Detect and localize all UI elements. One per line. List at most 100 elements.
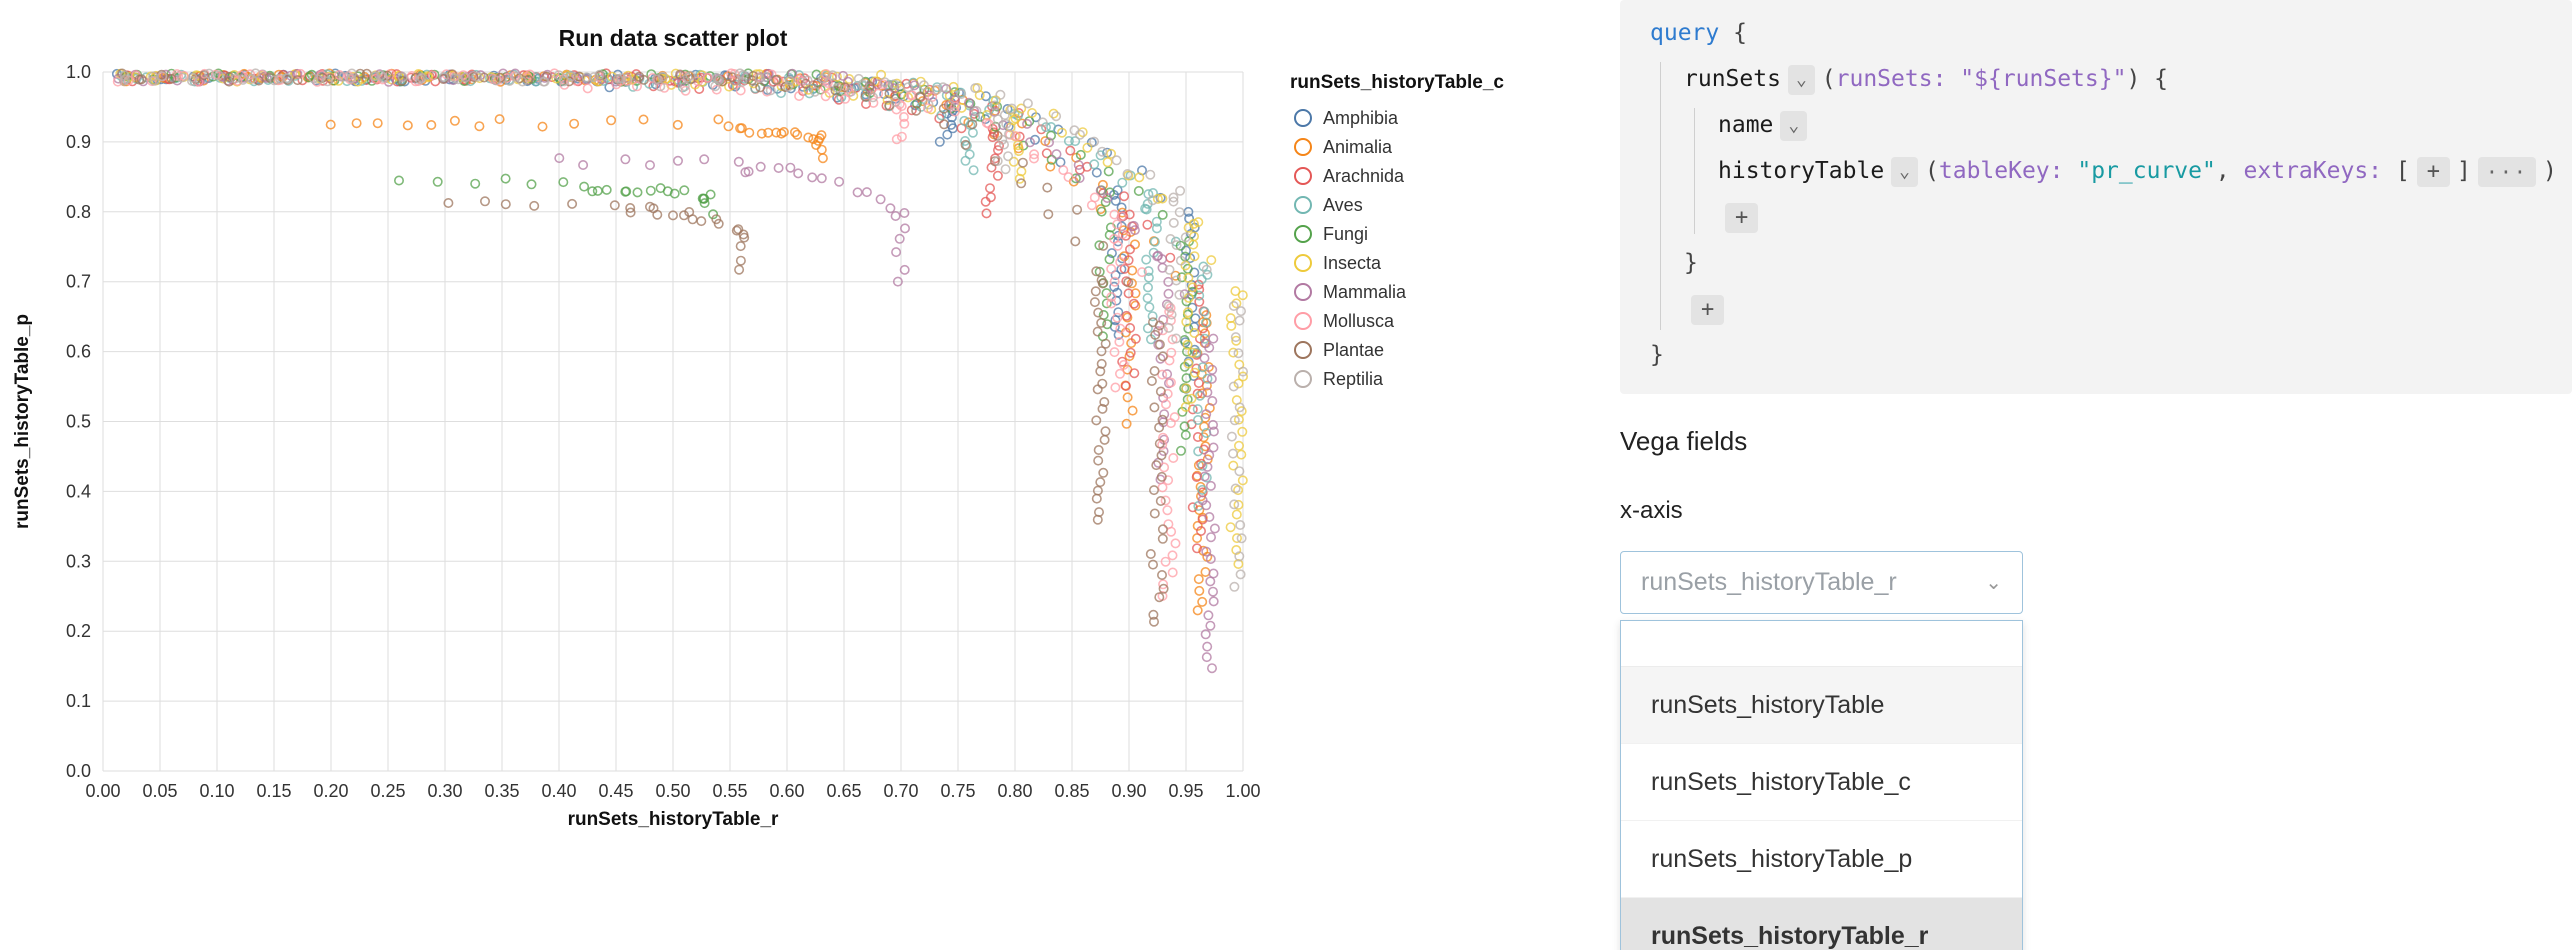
chevron-down-icon: ⌄ [1985,572,2002,594]
code-line: } [1650,240,2572,286]
svg-text:0.1: 0.1 [66,691,91,711]
code-token: ) { [2126,66,2168,92]
svg-text:Mollusca: Mollusca [1323,311,1395,331]
code-line: } [1650,332,2572,378]
dropdown-option[interactable]: runSets_historyTable_r [1621,898,2022,950]
svg-text:Reptilia: Reptilia [1323,369,1384,389]
dropdown-option[interactable]: runSets_historyTable_p [1621,821,2022,898]
code-line: historyTable ⌄ (tableKey: "pr_curve", extr… [1650,148,2572,194]
query-code: query {runSets ⌄ (runSets: "${runSets}") {… [1620,0,2572,378]
dropdown-options-list: runSets_historyTable runSets_historyTable… [1621,667,2022,950]
svg-text:0.20: 0.20 [313,781,348,801]
svg-text:0.0: 0.0 [66,761,91,781]
code-token: ) { [2542,158,2572,184]
code-token [2064,158,2078,184]
svg-text:Mammalia: Mammalia [1323,282,1407,302]
x-axis-dropdown: runSets_historyTable runSets_historyTable… [1620,620,2023,950]
field-dropdown-chip[interactable]: ⌄ [1891,156,1919,187]
code-line: + [1650,286,2572,332]
dropdown-search-input[interactable] [1621,621,2022,667]
code-token: runSets: [1835,66,1947,92]
add-button[interactable]: + [1725,202,1759,233]
svg-text:0.60: 0.60 [769,781,804,801]
indent-guide [1694,108,1695,234]
svg-text:Aves: Aves [1323,195,1363,215]
svg-text:0.2: 0.2 [66,621,91,641]
x-axis-select[interactable]: runSets_historyTable_r ⌄ [1620,551,2023,614]
svg-text:0.00: 0.00 [85,781,120,801]
more-options-button[interactable]: ··· [2477,156,2536,187]
code-token: , [2215,158,2244,184]
svg-text:0.10: 0.10 [199,781,234,801]
code-line: + [1650,194,2572,240]
code-token: ( [1821,66,1836,92]
code-token: } [1684,250,1698,276]
svg-text:Animalia: Animalia [1323,137,1393,157]
svg-text:1.0: 1.0 [66,62,91,82]
scatter-plot: 0.00 0.05 0.10 0.15 0.20 0.25 0.30 0.35 0.40 0.45… [12,25,1504,830]
svg-text:0.25: 0.25 [370,781,405,801]
svg-text:0.5: 0.5 [66,412,91,432]
svg-text:0.75: 0.75 [940,781,975,801]
code-token: tableKey: [1938,158,2064,184]
x-axis-label: x-axis [1620,497,1683,524]
svg-text:0.30: 0.30 [427,781,462,801]
code-token: historyTable [1718,158,1885,184]
scatter-plot-panel: 0.00 0.05 0.10 0.15 0.20 0.25 0.30 0.35 0.40 0.45… [12,25,1505,830]
code-token: } [1650,342,1664,368]
code-token: ] [2456,158,2471,184]
vega-fields-heading: Vega fields [1620,426,1748,456]
svg-text:0.50: 0.50 [655,781,690,801]
svg-text:0.15: 0.15 [256,781,291,801]
svg-text:Arachnida: Arachnida [1323,166,1405,186]
code-token: extraKeys: [2243,158,2383,184]
field-dropdown-chip[interactable]: ⌄ [1780,110,1808,141]
svg-text:runSets_historyTable_r: runSets_historyTable_r [568,809,779,830]
svg-text:runSets_historyTable_p: runSets_historyTable_p [12,314,33,529]
query-editor[interactable]: query {runSets ⌄ (runSets: "${runSets}") {… [1620,0,2572,394]
code-line: query { [1650,10,2572,56]
code-token: { [1719,20,1747,46]
svg-text:0.65: 0.65 [826,781,861,801]
indent-guide [1660,62,1661,330]
svg-text:Run data scatter plot: Run data scatter plot [559,25,788,51]
svg-text:Insecta: Insecta [1323,253,1382,273]
code-token: "${runSets}" [1960,66,2127,92]
svg-text:0.70: 0.70 [883,781,918,801]
svg-text:0.45: 0.45 [598,781,633,801]
svg-text:0.3: 0.3 [66,551,91,571]
svg-text:0.90: 0.90 [1111,781,1146,801]
code-line: runSets ⌄ (runSets: "${runSets}") { [1650,56,2572,102]
svg-text:0.40: 0.40 [541,781,576,801]
svg-text:0.35: 0.35 [484,781,519,801]
code-token: [ [2382,158,2410,184]
svg-text:0.7: 0.7 [66,272,91,292]
svg-text:Fungi: Fungi [1323,224,1368,244]
svg-text:runSets_historyTable_c: runSets_historyTable_c [1290,72,1504,93]
x-axis-select-value: runSets_historyTable_r [1641,568,1897,596]
svg-text:Plantae: Plantae [1323,340,1384,360]
add-button[interactable]: + [1691,294,1725,325]
dropdown-option[interactable]: runSets_historyTable_c [1621,744,2022,821]
svg-text:0.9: 0.9 [66,132,91,152]
code-token: "pr_curve" [2077,158,2216,184]
svg-text:0.6: 0.6 [66,342,91,362]
code-token: runSets [1684,66,1781,92]
svg-text:0.80: 0.80 [997,781,1032,801]
svg-text:0.95: 0.95 [1168,781,1203,801]
add-button[interactable]: + [2416,156,2450,187]
code-token [1946,66,1960,92]
code-token: query [1650,20,1720,46]
svg-text:0.8: 0.8 [66,202,91,222]
code-line: name ⌄ [1650,102,2572,148]
svg-text:0.05: 0.05 [142,781,177,801]
code-token: ( [1925,158,1939,184]
svg-text:0.55: 0.55 [712,781,747,801]
svg-text:0.4: 0.4 [66,481,91,501]
dropdown-option[interactable]: runSets_historyTable [1621,667,2022,744]
field-dropdown-chip[interactable]: ⌄ [1787,64,1815,95]
svg-text:1.00: 1.00 [1225,781,1260,801]
svg-text:0.85: 0.85 [1054,781,1089,801]
code-token: name [1718,112,1774,138]
svg-text:Amphibia: Amphibia [1323,108,1399,128]
